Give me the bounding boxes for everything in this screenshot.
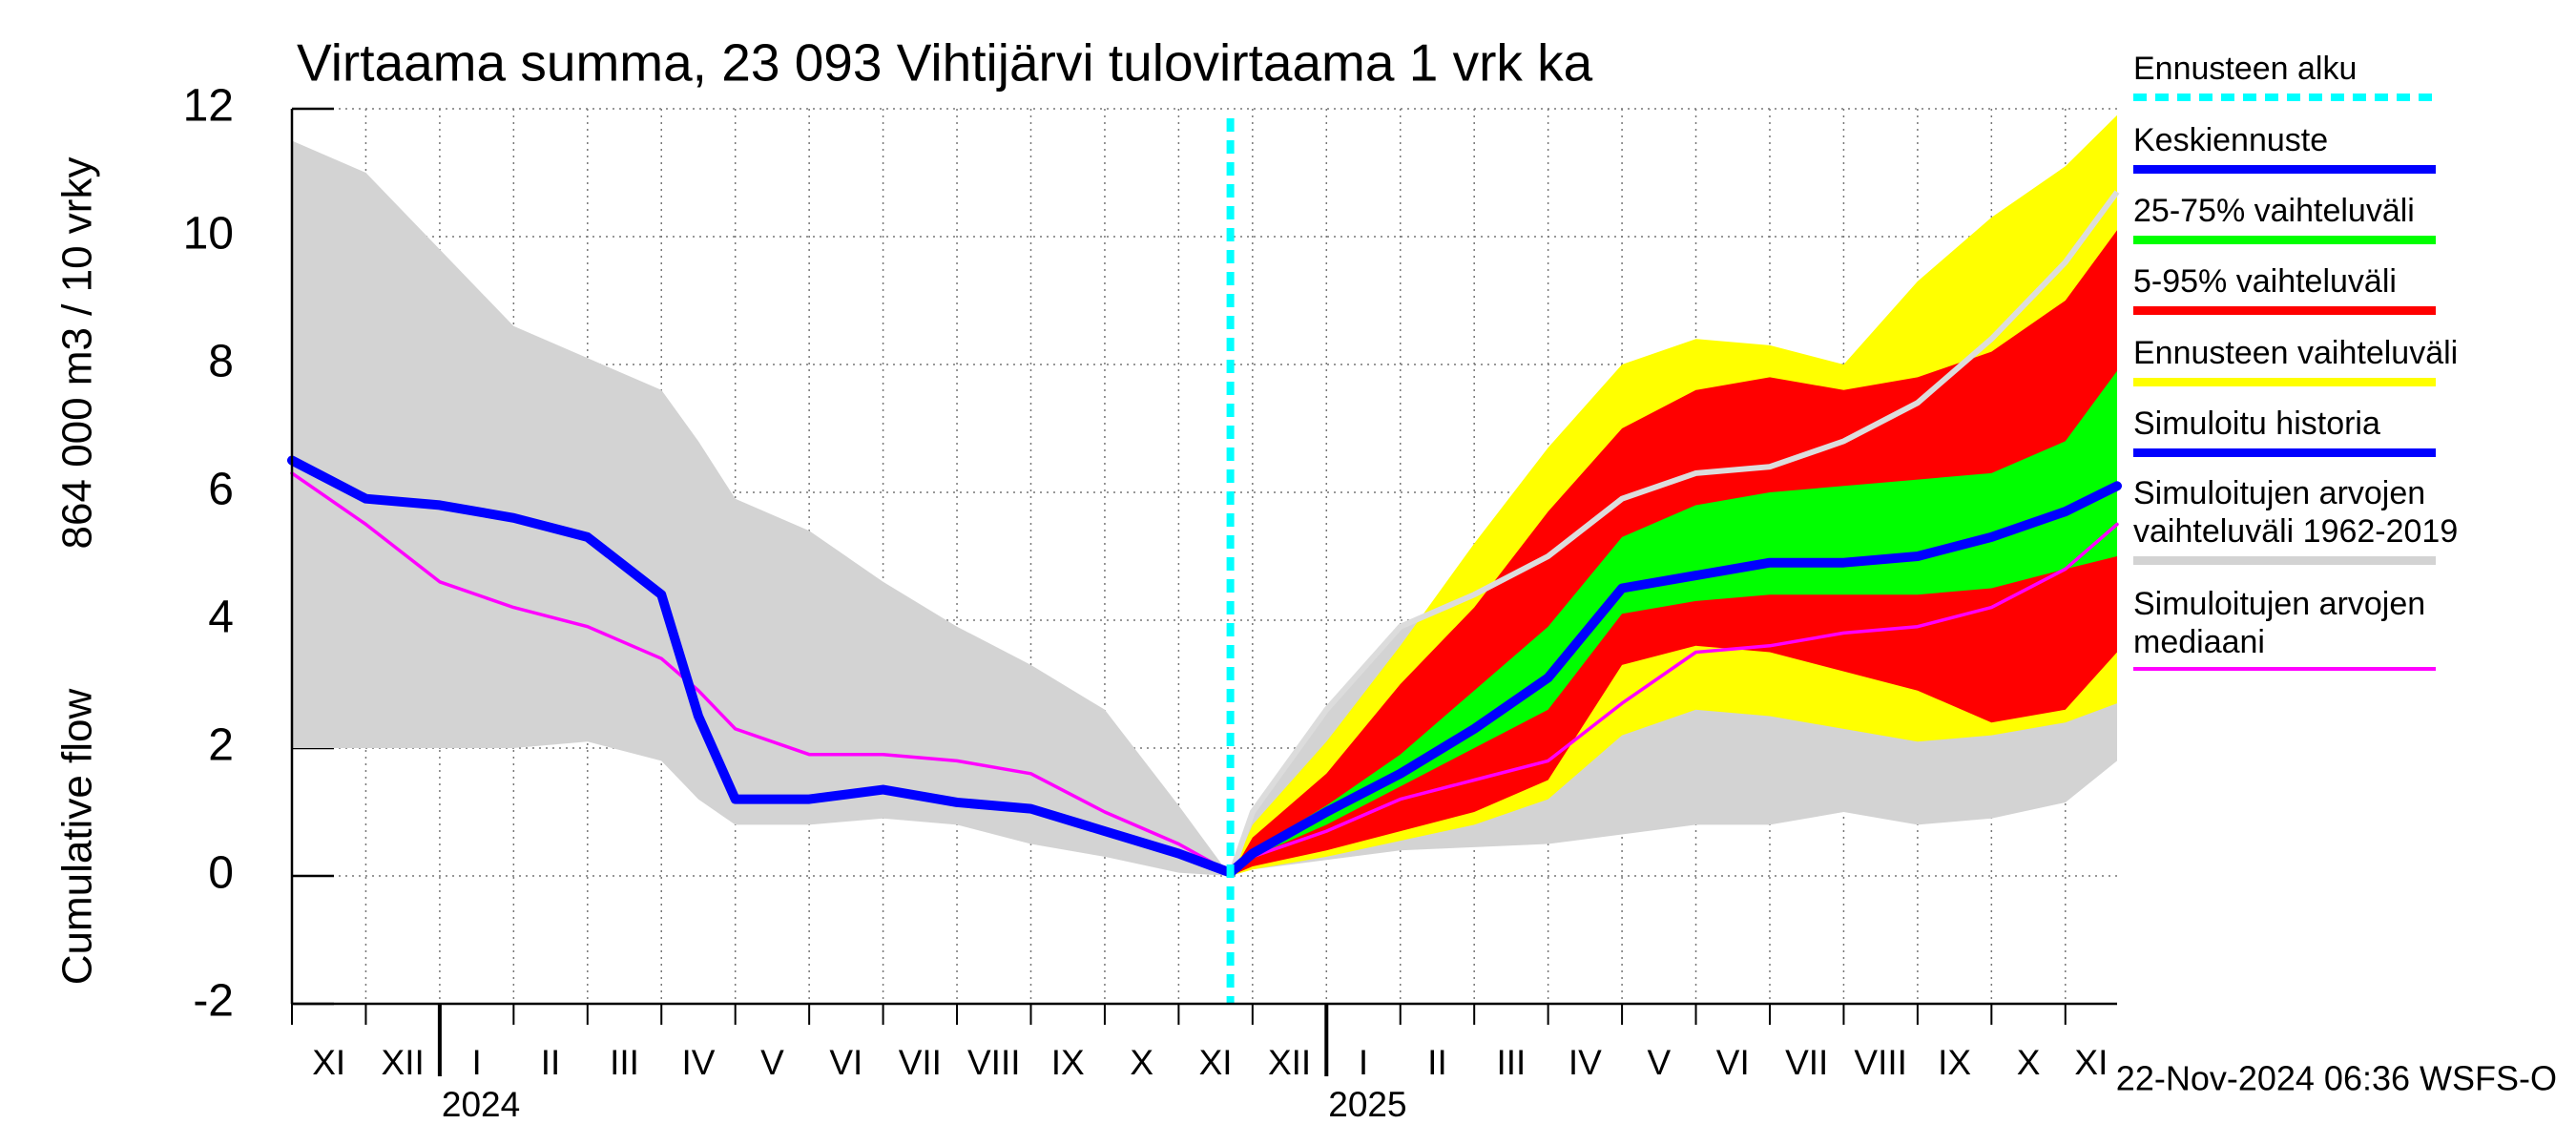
legend-swatch bbox=[2133, 306, 2436, 315]
x-tick-label: III bbox=[610, 1043, 639, 1082]
chart-title: Virtaama summa, 23 093 Vihtijärvi tulovi… bbox=[297, 33, 1593, 93]
y-axis-label: 864 000 m3 / 10 vrky bbox=[54, 157, 101, 550]
x-tick-label: IV bbox=[681, 1043, 715, 1082]
x-tick-label: IX bbox=[1051, 1043, 1085, 1082]
x-tick-label: IV bbox=[1568, 1043, 1602, 1082]
y-tick-label: 0 bbox=[208, 848, 234, 899]
x-tick-label: X bbox=[1130, 1043, 1153, 1082]
legend-entry: Simuloitu historia bbox=[2133, 405, 2486, 457]
x-tick-label: VII bbox=[899, 1043, 942, 1082]
band bbox=[1230, 370, 2117, 876]
x-tick-label: VI bbox=[1716, 1043, 1750, 1082]
footer: 22-Nov-2024 06:36 WSFS-O bbox=[2116, 1059, 2557, 1098]
legend-entry: Ennusteen vaihteluväli bbox=[2133, 334, 2486, 386]
legend-entry: 5-95% vaihteluväli bbox=[2133, 262, 2486, 315]
legend-swatch bbox=[2133, 236, 2436, 244]
line bbox=[287, 455, 1236, 878]
legend-swatch bbox=[2133, 556, 2436, 565]
x-tick-label: XII bbox=[1268, 1043, 1311, 1082]
y-tick-label: 10 bbox=[183, 209, 234, 260]
legend-swatch bbox=[2133, 94, 2436, 101]
x-tick-label: V bbox=[760, 1043, 784, 1082]
legend-entry: Simuloitujen arvojen mediaani bbox=[2133, 585, 2486, 671]
legend-label: Ennusteen alku bbox=[2133, 51, 2358, 87]
legend-label: Ennusteen vaihteluväli bbox=[2133, 335, 2459, 371]
x-tick-label: VI bbox=[829, 1043, 862, 1082]
y-tick-label: 12 bbox=[183, 81, 234, 132]
y-tick-label: 2 bbox=[208, 720, 234, 771]
x-tick-label: VIII bbox=[1854, 1043, 1907, 1082]
x-tick-label: I bbox=[1359, 1043, 1368, 1082]
legend-label: 5-95% vaihteluväli bbox=[2133, 263, 2397, 300]
x-tick-label: II bbox=[1427, 1043, 1447, 1082]
y-tick-label: 6 bbox=[208, 465, 234, 515]
legend-swatch bbox=[2133, 165, 2436, 174]
x-tick-label: IX bbox=[1938, 1043, 1971, 1082]
x-tick-label: I bbox=[471, 1043, 481, 1082]
legend-label: Simuloitu historia bbox=[2133, 406, 2380, 442]
x-tick-label: XII bbox=[382, 1043, 425, 1082]
y-tick-label: 8 bbox=[208, 337, 234, 387]
legend-label: Keskiennuste bbox=[2133, 122, 2329, 158]
legend-entry: Keskiennuste bbox=[2133, 121, 2486, 174]
x-tick-label: II bbox=[541, 1043, 561, 1082]
x-tick-label: X bbox=[2017, 1043, 2041, 1082]
legend-label: Simuloitujen arvojen vaihteluväli 1962-2… bbox=[2133, 475, 2459, 550]
legend-swatch bbox=[2133, 378, 2436, 386]
x-tick-label: XI bbox=[1199, 1043, 1233, 1082]
x-tick-label: III bbox=[1496, 1043, 1526, 1082]
legend-entry: 25-75% vaihteluväli bbox=[2133, 192, 2486, 244]
x-tick-label: XI bbox=[312, 1043, 345, 1082]
y-axis-label: Cumulative flow bbox=[54, 689, 101, 986]
legend-entry: Ennusteen alku bbox=[2133, 50, 2486, 101]
legend-swatch bbox=[2133, 667, 2436, 671]
x-tick-label: VIII bbox=[967, 1043, 1021, 1082]
x-tick-label: V bbox=[1647, 1043, 1671, 1082]
legend-swatch bbox=[2133, 448, 2436, 457]
legend-entry: Simuloitujen arvojen vaihteluväli 1962-2… bbox=[2133, 474, 2486, 565]
range-upper-line bbox=[1227, 190, 2120, 877]
year-label: 2025 bbox=[1328, 1085, 1406, 1124]
year-label: 2024 bbox=[442, 1085, 520, 1124]
y-tick-label: -2 bbox=[193, 976, 234, 1027]
legend-label: Simuloitujen arvojen mediaani bbox=[2133, 586, 2426, 660]
y-tick-label: 4 bbox=[208, 593, 234, 643]
x-tick-label: VII bbox=[1785, 1043, 1828, 1082]
legend-label: 25-75% vaihteluväli bbox=[2133, 193, 2415, 229]
line bbox=[1225, 481, 2122, 878]
x-tick-label: XI bbox=[2074, 1043, 2108, 1082]
